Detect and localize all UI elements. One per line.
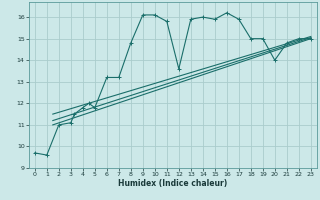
- X-axis label: Humidex (Indice chaleur): Humidex (Indice chaleur): [118, 179, 228, 188]
